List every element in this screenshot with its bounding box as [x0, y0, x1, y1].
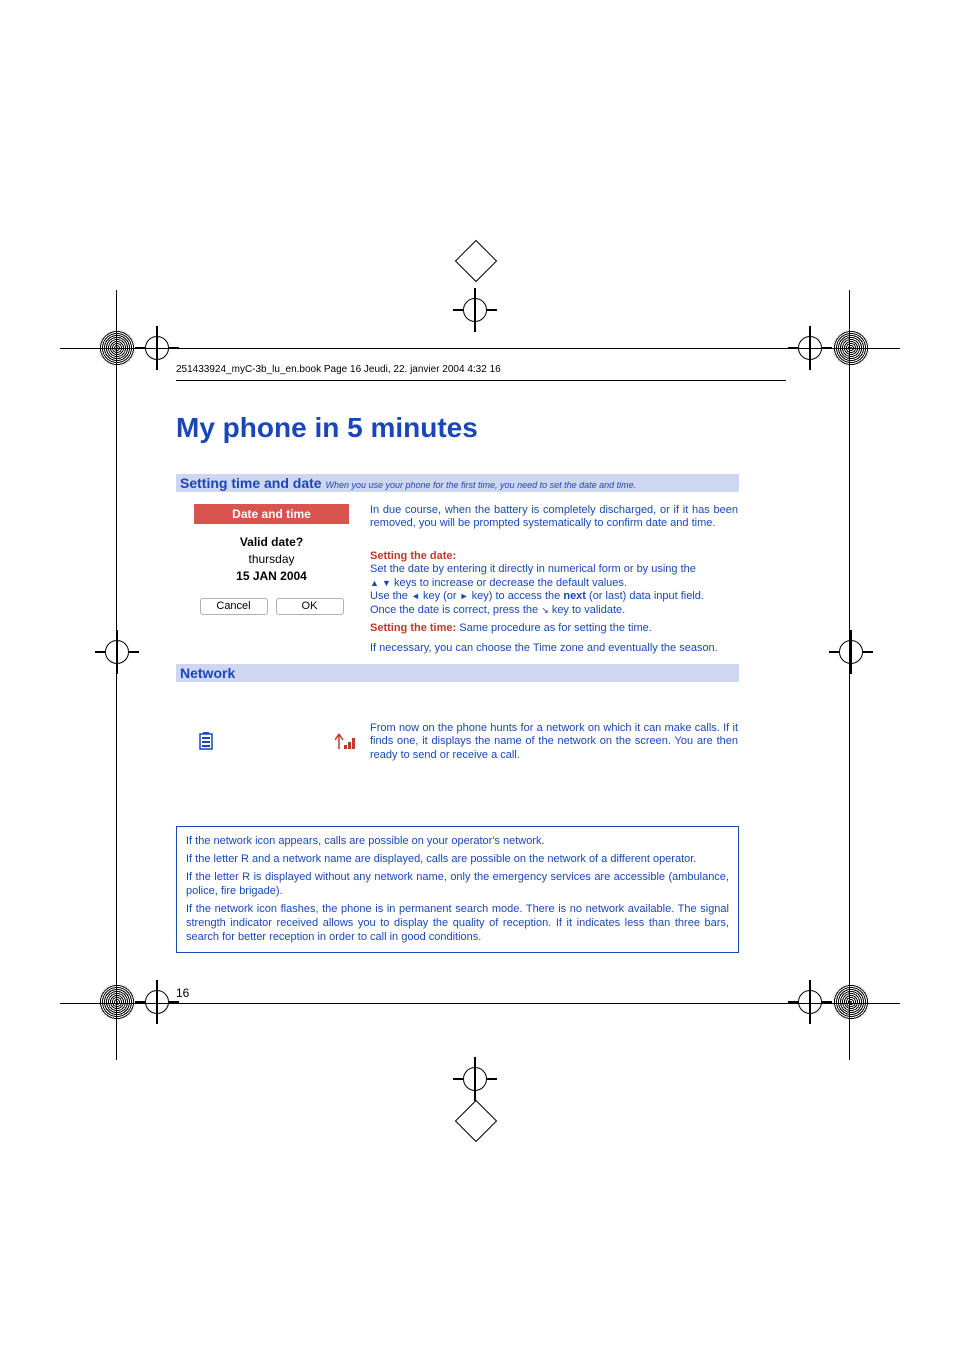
reg-mark [827, 978, 875, 1026]
setdate-line2: keys to increase or decrease the default… [394, 577, 627, 589]
setdate-line3b: key (or [423, 590, 460, 602]
left-arrow-icon: ◄ [411, 591, 420, 602]
section-label-network: Network [180, 665, 235, 681]
info-p2: If the letter R and a network name are d… [186, 852, 729, 866]
setdate-line3c: key) to access the [472, 590, 564, 602]
page-title: My phone in 5 minutes [176, 412, 478, 444]
right-arrow-icon: ► [460, 591, 469, 602]
network-status-icons [199, 732, 357, 750]
reg-mark [827, 628, 875, 676]
battery-icon [199, 732, 215, 750]
info-p4: If the network icon flashes, the phone i… [186, 902, 729, 944]
phone-prompt: Valid date? [194, 534, 349, 551]
up-arrow-icon: ▲ [370, 578, 379, 589]
setting-time-label: Setting the time: [370, 622, 459, 634]
phone-titlebar: Date and time [194, 504, 349, 524]
setdate-line4b: key to validate. [552, 604, 625, 616]
page-number: 16 [176, 986, 189, 1000]
softkey-ok[interactable]: OK [276, 598, 344, 615]
reg-mark [451, 286, 499, 334]
reg-mark [455, 1100, 497, 1142]
crop-rule [60, 1003, 900, 1004]
crop-rule [60, 348, 900, 349]
setdate-line3a: Use the [370, 590, 411, 602]
phone-weekday: thursday [194, 551, 349, 568]
setdate-line1: Set the date by entering it directly in … [370, 563, 696, 575]
setting-time-rest: Same procedure as for setting the time. [459, 622, 652, 634]
section-heading-network: Network [176, 664, 739, 682]
setdate-line4a: Once the date is correct, press the [370, 604, 541, 616]
phone-softkeys: Cancel OK [194, 598, 349, 615]
softkey-cancel[interactable]: Cancel [200, 598, 268, 615]
section-label: Setting time and date [180, 475, 322, 491]
validate-key-icon: ↘ [541, 605, 549, 616]
header-rule [176, 380, 786, 381]
section-sub: When you use your phone for the first ti… [325, 480, 636, 490]
setdate-line3d: (or last) data input field. [586, 590, 704, 602]
setting-date-block: Setting the date: Set the date by enteri… [370, 550, 738, 617]
crop-rule [849, 290, 850, 1060]
setting-time-line: Setting the time: Same procedure as for … [370, 622, 738, 635]
signal-icon [335, 732, 357, 750]
timezone-line: If necessary, you can choose the Time zo… [370, 642, 738, 655]
info-p1: If the network icon appears, calls are p… [186, 834, 729, 848]
crop-rule [116, 290, 117, 1060]
section-heading-datetime: Setting time and date When you use your … [176, 474, 739, 492]
reg-mark [455, 240, 497, 282]
info-p3: If the letter R is displayed without any… [186, 870, 729, 898]
info-box: If the network icon appears, calls are p… [176, 826, 739, 953]
phone-date: 15 JAN 2004 [194, 568, 349, 585]
setting-date-label: Setting the date: [370, 550, 456, 562]
phone-mock: Date and time Valid date? thursday 15 JA… [194, 504, 349, 615]
reg-mark [93, 628, 141, 676]
network-paragraph: From now on the phone hunts for a networ… [370, 722, 738, 762]
reg-mark [451, 1055, 499, 1103]
next-word: next [563, 590, 586, 602]
header-runline: 251433924_myC-3b_lu_en.book Page 16 Jeud… [176, 364, 501, 375]
phone-body: Valid date? thursday 15 JAN 2004 [194, 524, 349, 598]
intro-paragraph: In due course, when the battery is compl… [370, 504, 738, 531]
reg-mark [133, 978, 181, 1026]
down-arrow-icon: ▼ [382, 578, 391, 589]
